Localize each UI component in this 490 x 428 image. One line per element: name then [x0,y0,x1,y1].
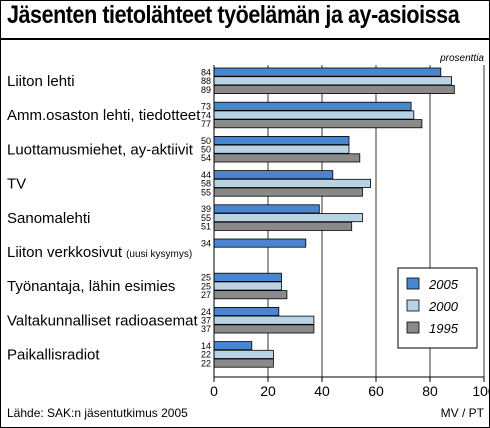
value-label: 34 [201,238,211,248]
value-label: 55 [201,187,211,197]
category-label: Luottamusmiehet, ay-aktiivit [7,141,194,158]
bar [213,76,453,86]
bar [213,85,455,95]
value-label: 22 [201,358,211,368]
category-label-main: Sanomalehti [7,210,90,227]
bar [213,187,363,197]
value-label: 25 [201,281,211,291]
bar [213,135,350,145]
bar [213,119,423,129]
category-label-main: TV [7,176,26,193]
value-label: 55 [201,213,211,223]
bar [213,204,320,214]
source-label: Lähde: SAK:n jäsentutkimus 2005 [7,406,188,420]
value-label: 84 [201,67,211,77]
value-label: 88 [201,76,211,86]
bar [213,315,315,325]
value-label: 58 [201,179,211,189]
value-label: 44 [201,170,211,180]
bar [213,144,350,154]
value-label: 74 [201,110,211,120]
category-label-main: Valtakunnalliset radioasemat [7,312,198,329]
bar [213,290,288,300]
x-tick-label: 80 [422,383,438,399]
x-tick-label: 40 [314,383,330,399]
value-label: 73 [201,102,211,112]
bar [213,170,334,180]
bar [213,349,274,359]
category-label: Amm.osaston lehti, tiedotteet [7,107,201,124]
bar [213,238,307,248]
category-label: Työnantaja, lähin esimies [7,278,175,295]
category-label-main: Paikallisradiot [7,347,100,364]
category-labels: Liiton lehti Amm.osaston lehti, tiedottee… [7,73,201,364]
category-label-main: Amm.osaston lehti, tiedotteet [7,107,201,124]
category-label-main: Liiton verkkosivut [7,244,123,261]
x-tick-label: 20 [260,383,276,399]
legend-swatch [406,277,420,290]
x-tick-label: 60 [368,383,384,399]
category-label: TV [7,176,26,193]
category-label: Valtakunnalliset radioasemat [7,312,198,329]
bar [213,213,363,223]
value-label: 50 [201,136,211,146]
category-label-main: Liiton lehti [7,73,75,90]
bar [213,324,315,334]
value-labels: 8488897374775050544458553955513425252724… [201,67,211,368]
value-label: 37 [201,324,211,334]
category-label-main: Työnantaja, lähin esimies [7,278,175,295]
value-label: 50 [201,145,211,155]
value-label: 27 [201,290,211,300]
bar [213,153,361,163]
value-label: 24 [201,307,211,317]
x-tick-label: 0 [210,383,218,399]
bar [213,221,353,231]
value-label: 51 [201,222,211,232]
bar [213,178,372,188]
bar [213,358,274,368]
value-label: 54 [201,153,211,163]
bar [213,281,282,291]
value-label: 77 [201,119,211,129]
legend-label: 2000 [428,299,459,314]
category-label-note: (uusi kysymys) [126,249,192,260]
legend-label: 2005 [428,277,459,292]
bar [213,341,253,351]
value-label: 14 [201,341,211,351]
unit-label: prosenttia [439,53,484,64]
bar [213,67,442,77]
category-label: Sanomalehti [7,210,90,227]
legend-label: 1995 [429,321,459,336]
category-label-main: Luottamusmiehet, ay-aktiivit [7,141,194,158]
credit-label: MV / PT [441,406,485,420]
bars [213,67,455,368]
value-label: 89 [201,85,211,95]
value-label: 37 [201,316,211,326]
value-label: 39 [201,204,211,214]
category-label: Liiton verkkosivut (uusi kysymys) [7,244,192,261]
bar [213,272,282,282]
bar [213,110,415,120]
legend-swatch [406,321,420,334]
category-label: Liiton lehti [7,73,75,90]
legend: 2005 2000 1995 [397,267,478,349]
category-label: Paikallisradiot [7,347,100,364]
x-axis: 0 20 40 60 80 100 [210,65,489,399]
value-label: 22 [201,350,211,360]
bar [213,306,280,316]
value-label: 25 [201,273,211,283]
chart-title: Jäsenten tietolähteet työelämän ja ay-as… [7,1,460,29]
x-tick-label: 100 [472,383,489,399]
title-divider [1,38,489,40]
legend-swatch [406,299,420,312]
bar [213,101,412,111]
